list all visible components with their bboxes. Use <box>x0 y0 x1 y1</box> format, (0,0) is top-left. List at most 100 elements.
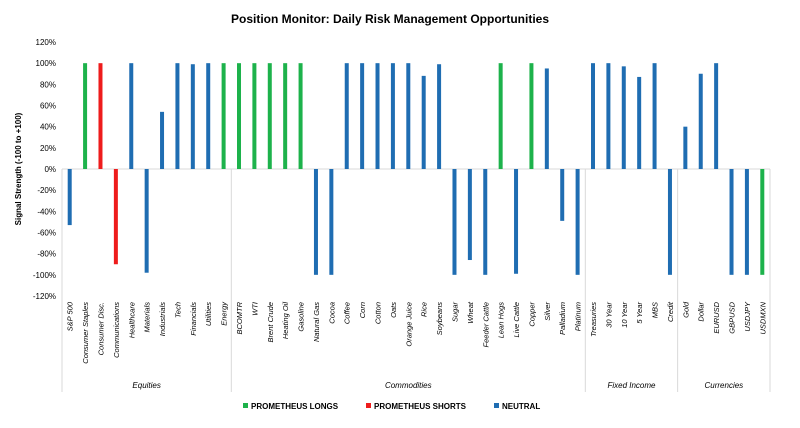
y-tick-label: 80% <box>40 80 56 89</box>
bar-neutral <box>360 63 365 169</box>
x-tick-label: Gasoline <box>297 302 306 332</box>
bar-neutral <box>129 63 134 169</box>
bar-longs <box>529 63 534 169</box>
y-tick-label: 60% <box>40 102 56 111</box>
bar-neutral <box>313 169 318 275</box>
x-tick-label: USDJPY <box>743 301 752 332</box>
x-tick-label: Industrials <box>158 302 167 336</box>
bar-neutral <box>714 63 719 169</box>
x-tick-label: Natural Gas <box>312 302 321 342</box>
x-tick-label: Energy <box>220 301 229 326</box>
legend-swatch-neutral <box>494 403 499 408</box>
x-tick-label: Utilities <box>204 302 213 326</box>
x-tick-label: 5 Year <box>635 302 644 324</box>
bar-longs <box>498 63 503 169</box>
x-tick-label: Heating Oil <box>281 302 290 339</box>
x-tick-label: Dollar <box>697 302 706 322</box>
bar-neutral <box>329 169 334 275</box>
y-axis-ticks: -120% -100% -80% -60% -40% -20% 0% 20% 40% 60% 80%… <box>33 38 56 301</box>
x-tick-label: Silver <box>543 302 552 321</box>
bar-neutral <box>390 63 395 169</box>
bar-neutral <box>467 169 472 261</box>
bar-neutral <box>160 111 165 169</box>
x-tick-label: Lean Hogs <box>497 302 506 339</box>
bar-neutral <box>606 63 611 169</box>
x-tick-label: Gold <box>681 301 690 318</box>
bar-neutral <box>744 169 749 275</box>
x-tick-label: BCOMTR <box>235 301 244 334</box>
legend-label: PROMETHEUS SHORTS <box>374 402 467 411</box>
chart-title: Position Monitor: Daily Risk Management … <box>231 12 549 26</box>
y-tick-label: 20% <box>40 144 56 153</box>
x-tick-label: MBS <box>651 302 660 318</box>
y-axis-label: Signal Strength (-100 to +100) <box>14 112 23 225</box>
y-tick-label: -40% <box>37 207 56 216</box>
x-tick-label: Live Cattle <box>512 302 521 337</box>
bar-neutral <box>175 63 180 169</box>
bar-neutral <box>514 169 519 274</box>
x-tick-label: Orange Juice <box>404 302 413 347</box>
x-tick-label: Brent Crude <box>266 302 275 342</box>
x-tick-label: Oats <box>389 302 398 318</box>
bar-series <box>67 63 765 275</box>
x-tick-label: Wheat <box>466 301 475 324</box>
group-label: Equities <box>132 381 160 390</box>
bar-neutral <box>375 63 380 169</box>
bar-neutral <box>190 64 195 169</box>
x-tick-label: Cocoa <box>327 302 336 324</box>
bar-longs <box>283 63 288 169</box>
group-label: Currencies <box>704 381 743 390</box>
x-tick-label: Healthcare <box>127 302 136 338</box>
x-axis-ticks: S&P 500 Consumer Staples Consumer Disc. Com… <box>66 301 768 364</box>
bar-neutral <box>637 76 642 169</box>
legend-swatch-shorts <box>366 403 371 408</box>
bar-neutral <box>437 64 442 169</box>
x-tick-label: Financials <box>189 302 198 336</box>
bar-neutral <box>591 63 595 169</box>
y-tick-label: -120% <box>33 292 56 301</box>
bar-neutral <box>452 169 457 275</box>
bar-longs <box>221 63 226 169</box>
bar-longs <box>252 63 257 169</box>
group-label: Fixed Income <box>607 381 656 390</box>
chart-legend: PROMETHEUS LONGS PROMETHEUS SHORTS NEUTRAL <box>243 402 540 411</box>
x-tick-label: USDMXN <box>758 301 767 334</box>
bar-neutral <box>667 169 672 275</box>
bar-neutral <box>421 75 426 169</box>
x-tick-label: S&P 500 <box>66 301 75 331</box>
bar-longs <box>267 63 272 169</box>
bar-neutral <box>483 169 488 275</box>
x-tick-label: 30 Year <box>604 302 613 328</box>
x-tick-label: Platinum <box>574 302 583 331</box>
legend-label: NEUTRAL <box>502 402 540 411</box>
bar-neutral <box>406 63 411 169</box>
y-tick-label: 120% <box>36 38 56 47</box>
y-tick-label: -100% <box>33 271 56 280</box>
x-tick-label: Treasuries <box>589 302 598 337</box>
bar-neutral <box>729 169 734 275</box>
bar-neutral <box>67 169 72 226</box>
x-tick-label: Materials <box>143 302 152 333</box>
x-tick-label: WTI <box>250 302 259 316</box>
bar-shorts <box>113 169 118 265</box>
legend-label: PROMETHEUS LONGS <box>251 402 339 411</box>
bar-neutral <box>575 169 580 275</box>
x-tick-label: Copper <box>527 302 536 327</box>
bar-neutral <box>144 169 149 273</box>
x-tick-label: Sugar <box>450 301 459 322</box>
y-tick-label: 0% <box>44 165 56 174</box>
y-tick-label: -80% <box>37 250 56 259</box>
bar-neutral <box>698 73 703 169</box>
x-tick-label: EURUSD <box>712 301 721 333</box>
bar-longs <box>760 169 765 275</box>
y-tick-label: -60% <box>37 229 56 238</box>
bar-longs <box>298 63 303 169</box>
bar-neutral <box>683 126 688 169</box>
bar-neutral <box>621 66 626 169</box>
y-tick-label: 40% <box>40 123 56 132</box>
x-tick-label: Feeder Cattle <box>481 302 490 347</box>
bar-longs <box>237 63 241 169</box>
y-tick-label: -20% <box>37 186 56 195</box>
x-tick-label: 10 Year <box>620 302 629 328</box>
